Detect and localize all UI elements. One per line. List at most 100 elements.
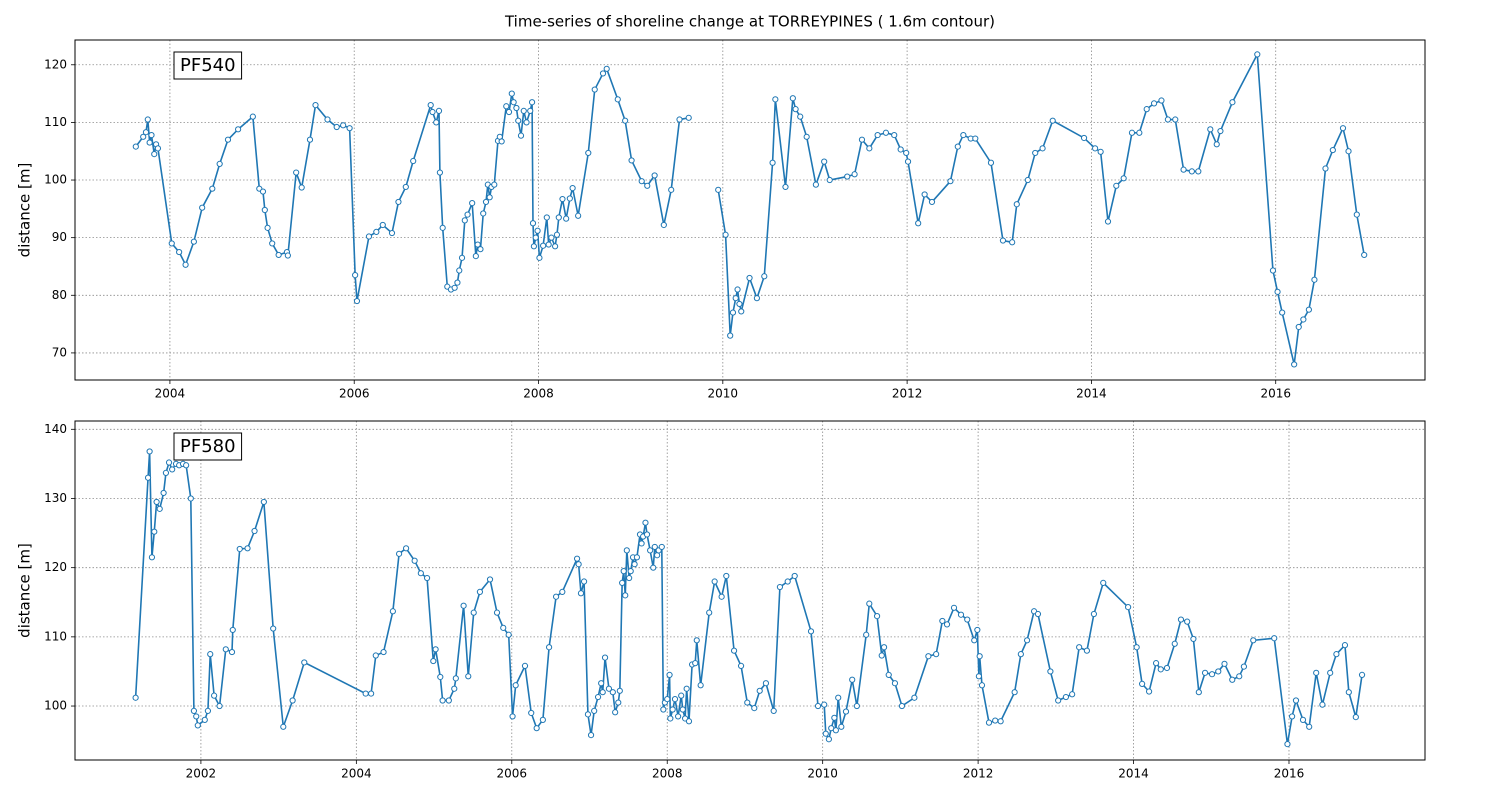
- data-point: [1345, 148, 1352, 155]
- data-point: [1190, 635, 1197, 643]
- data-point: [1195, 168, 1202, 175]
- data-point: [456, 267, 463, 274]
- y-tick-label: 120: [44, 560, 67, 574]
- data-point: [510, 99, 517, 106]
- y-tick-label: 90: [52, 230, 67, 244]
- data-point: [591, 86, 598, 93]
- data-point: [476, 588, 484, 595]
- data-point: [204, 707, 212, 714]
- data-point: [1171, 640, 1178, 647]
- data-point: [533, 725, 540, 732]
- data-point: [1284, 740, 1291, 748]
- data-point: [465, 673, 472, 680]
- y-tick-label: 100: [44, 173, 67, 187]
- data-point: [885, 671, 892, 679]
- data-point: [1138, 680, 1146, 687]
- data-point: [515, 117, 522, 124]
- data-point: [628, 157, 635, 164]
- data-point: [1319, 701, 1326, 708]
- data-point: [826, 176, 833, 184]
- data-point: [176, 248, 183, 256]
- data-point: [844, 173, 851, 180]
- data-point: [1104, 218, 1112, 225]
- data-point: [146, 139, 153, 146]
- data-point: [573, 555, 581, 562]
- annotation-box: [173, 51, 243, 80]
- data-point: [435, 107, 443, 114]
- data-point: [832, 727, 839, 734]
- data-point: [559, 195, 566, 203]
- data-point: [1049, 117, 1056, 124]
- data-point: [792, 106, 799, 113]
- data-point: [911, 694, 918, 701]
- data-point: [235, 126, 242, 133]
- data-point: [1047, 668, 1054, 675]
- data-point: [943, 621, 951, 628]
- data-point: [1013, 201, 1020, 208]
- data-point: [1271, 635, 1278, 642]
- data-point: [903, 149, 910, 157]
- data-point: [1180, 166, 1187, 173]
- data-point: [904, 158, 912, 165]
- data-point: [971, 637, 978, 644]
- data-point: [352, 272, 359, 279]
- data-point: [436, 169, 444, 176]
- data-point: [756, 687, 763, 694]
- data-point: [1145, 688, 1153, 695]
- data-point: [1092, 145, 1099, 152]
- data-point: [1299, 716, 1307, 723]
- data-point: [1213, 141, 1220, 148]
- data-point: [744, 699, 751, 706]
- data-point: [976, 653, 983, 660]
- data-point: [368, 690, 375, 697]
- data-point: [1217, 127, 1224, 135]
- data-point: [472, 253, 479, 260]
- data-point: [921, 191, 928, 198]
- data-point: [591, 707, 598, 714]
- data-point: [925, 653, 932, 660]
- data-point: [650, 564, 657, 571]
- data-point: [380, 648, 387, 656]
- data-point: [1208, 671, 1216, 678]
- data-point: [1011, 689, 1018, 696]
- data-point: [693, 637, 700, 644]
- data-point: [324, 116, 331, 123]
- data-point: [803, 133, 810, 140]
- data-point: [432, 646, 439, 653]
- data-point: [658, 543, 665, 551]
- data-point: [559, 588, 566, 595]
- data-point: [216, 702, 223, 710]
- data-point: [985, 719, 993, 726]
- data-point: [1327, 669, 1334, 676]
- data-point: [512, 682, 519, 689]
- data-point: [190, 238, 197, 245]
- data-point: [821, 158, 828, 165]
- data-point: [866, 600, 873, 607]
- data-point: [667, 715, 674, 722]
- data-point: [1339, 125, 1347, 132]
- data-point: [609, 689, 616, 696]
- data-point: [264, 224, 271, 231]
- data-point: [1133, 644, 1140, 651]
- data-point: [1113, 182, 1120, 189]
- data-point: [729, 309, 737, 316]
- data-point: [605, 685, 613, 692]
- data-point: [528, 99, 536, 106]
- data-point: [388, 229, 396, 237]
- data-point: [469, 199, 476, 207]
- data-point: [891, 680, 899, 687]
- data-point: [1229, 676, 1236, 683]
- data-point: [169, 466, 176, 473]
- data-point: [289, 697, 296, 704]
- data-point: [1352, 714, 1359, 721]
- x-tick-label: 2006: [497, 767, 528, 781]
- data-point: [587, 731, 595, 739]
- data-point: [1313, 669, 1320, 676]
- data-point: [162, 469, 170, 476]
- data-point: [997, 718, 1004, 725]
- data-point: [146, 448, 153, 455]
- data-point: [365, 233, 373, 240]
- data-point: [715, 186, 722, 193]
- data-point: [789, 95, 796, 102]
- data-point: [737, 662, 745, 670]
